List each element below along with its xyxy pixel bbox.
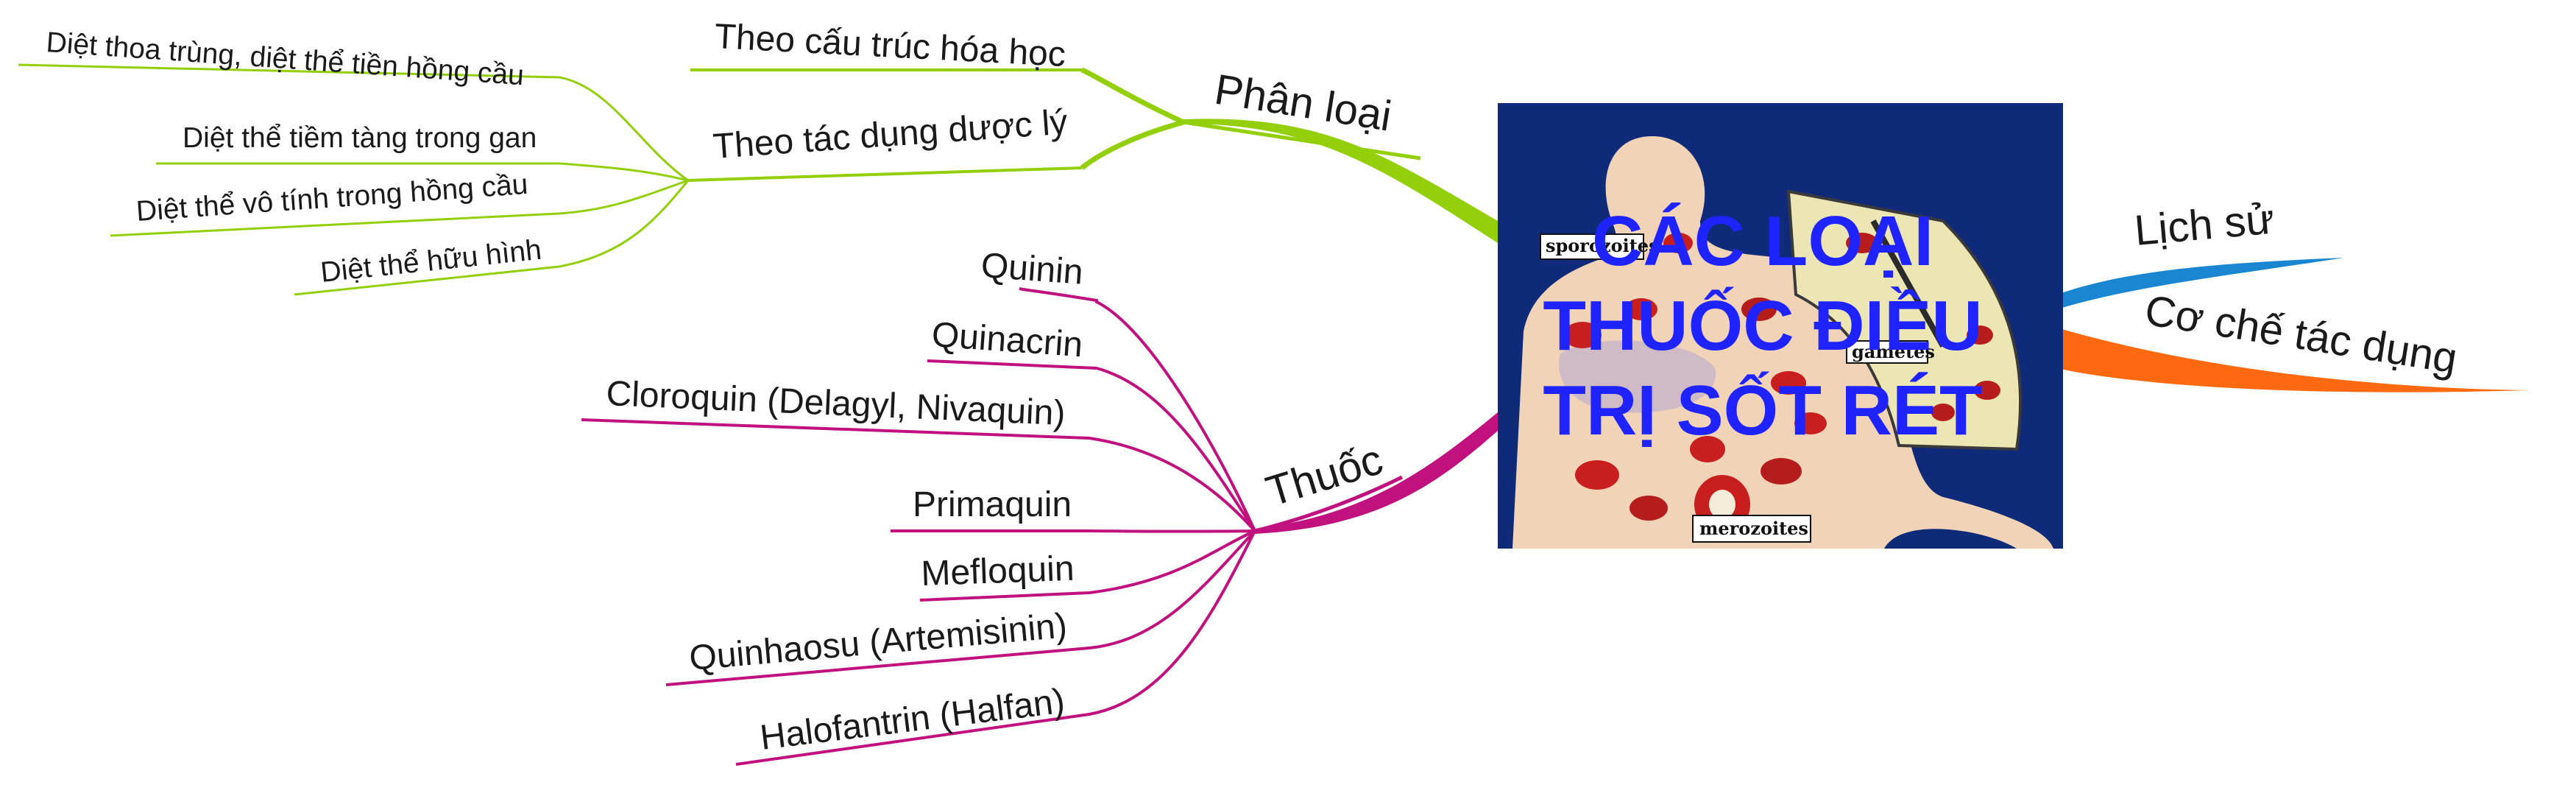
drug-curve-4 (891, 529, 1256, 533)
magnified-inset (1786, 189, 2023, 451)
center-title-line-1: CÁC LOẠI (1592, 202, 1933, 281)
leaf-curve-4 (294, 180, 690, 296)
drug-label-quinin[interactable]: Quinin (980, 246, 1084, 292)
thuoc-underline (1254, 475, 1404, 533)
branch-phan-loai-thick (1183, 119, 1498, 243)
duoc-ly-curve (1080, 119, 1184, 170)
human-silhouette (1512, 136, 2053, 549)
drug-curve-5 (919, 529, 1256, 602)
center-title: CÁC LOẠI THUỐC ĐIỀU TRỊ SỐT RÉT (1543, 202, 1982, 450)
drug-curve-3 (581, 418, 1256, 532)
center-title-line-2: THUỐC ĐIỀU (1543, 286, 1982, 365)
leaf-curve-2 (156, 162, 689, 182)
gametes-label: gametes (1852, 341, 1935, 362)
branch-lich-su-thick (2057, 258, 2344, 309)
merozoites-label: merozoites (1699, 518, 1808, 539)
drug-curve-2 (927, 359, 1256, 532)
drug-curve-6 (665, 529, 1256, 686)
center-image: sporozoites gametes merozoites (1498, 103, 2063, 549)
drug-curve-7 (735, 530, 1256, 766)
drug-curve-1 (1019, 287, 1256, 532)
drug-label-mefloquin[interactable]: Mefloquin (921, 549, 1075, 594)
drug-label-primaquin[interactable]: Primaquin (913, 485, 1072, 524)
leaf-label-1[interactable]: Diệt thoa trùng, diệt thể tiền hồng cầu (45, 27, 525, 91)
sub-label-duoc-ly[interactable]: Theo tác dụng dược lý (712, 102, 1069, 166)
drug-label-quinacrin[interactable]: Quinacrin (930, 315, 1084, 364)
sporozoites-label: sporozoites (1546, 235, 1659, 256)
liver-shape (1559, 340, 1716, 413)
hoa-hoc-curve (1080, 67, 1185, 125)
leaf-curve-3 (110, 179, 689, 237)
drug-label-halofantrin[interactable]: Halofantrin (Halfan) (758, 682, 1067, 758)
phan-loai-underline (1183, 120, 1421, 161)
branch-co-che-thick (2057, 328, 2528, 392)
duoc-ly-underline (687, 166, 1083, 182)
branch-thuoc-thick (1255, 412, 1498, 534)
leaf-curve-1 (18, 63, 689, 182)
sub-label-hoa-hoc[interactable]: Theo cấu trúc hóa học (713, 17, 1066, 74)
center-title-line-3: TRỊ SỐT RÉT (1543, 370, 1982, 450)
branch-label-lich-su[interactable]: Lịch sử (2132, 195, 2276, 255)
leaf-label-2[interactable]: Diệt thể tiềm tàng trong gan (183, 122, 537, 154)
